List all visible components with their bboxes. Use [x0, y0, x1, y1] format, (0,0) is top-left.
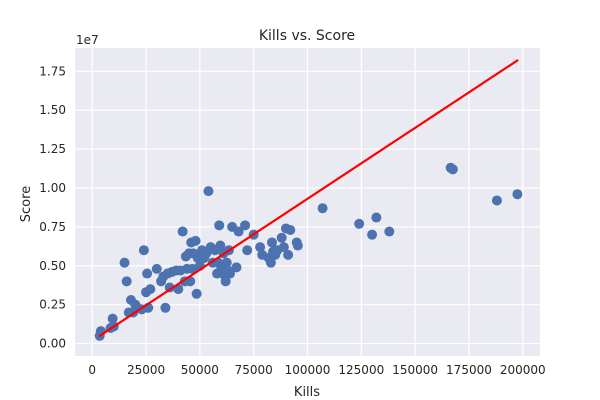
x-tick-label: 200000: [500, 363, 546, 377]
data-point: [231, 262, 242, 273]
data-point: [107, 313, 118, 324]
y-tick-label: 0.25: [39, 298, 66, 312]
data-point: [233, 226, 244, 237]
x-axis-label: Kills: [294, 385, 320, 400]
data-point: [214, 220, 225, 231]
data-point: [225, 268, 235, 279]
data-point: [367, 229, 378, 240]
data-point: [138, 245, 149, 256]
data-point: [215, 240, 226, 251]
x-tick-label: 75000: [235, 363, 273, 377]
data-point: [371, 212, 382, 223]
x-tick-label: 50000: [181, 363, 219, 377]
y-tick-label: 0.50: [39, 259, 66, 273]
data-point: [190, 235, 201, 246]
data-point: [266, 237, 277, 248]
data-point: [177, 226, 188, 237]
x-tick-label: 25000: [127, 363, 165, 377]
y-tick-label: 0.00: [39, 337, 66, 351]
data-point: [354, 218, 365, 229]
data-point: [242, 245, 253, 256]
data-point: [191, 288, 202, 299]
data-point: [142, 268, 153, 279]
x-tick-label: 0: [88, 363, 96, 377]
data-point: [221, 257, 232, 268]
data-point: [151, 263, 162, 274]
y-tick-label: 1.50: [39, 103, 66, 117]
y-tick-label: 1.75: [39, 64, 66, 78]
trend-line: [98, 59, 519, 337]
data-point: [187, 263, 198, 274]
data-point: [265, 257, 276, 268]
data-point: [240, 220, 251, 231]
data-point: [255, 242, 266, 253]
data-point: [203, 186, 214, 197]
data-point: [278, 242, 289, 253]
x-tick-label: 175000: [446, 363, 492, 377]
data-point: [121, 276, 132, 287]
y-tick-label: 0.75: [39, 220, 66, 234]
x-tick-label: 125000: [338, 363, 384, 377]
data-point: [276, 232, 287, 243]
x-tick-labels: 0 25000 50000 75000 100000 125000 150000 175000…: [88, 363, 545, 377]
data-point: [317, 203, 328, 214]
y-tick-labels: 0.00 0.25 0.50 0.75 1.00 1.25 1.50 1.75: [39, 64, 66, 350]
data-point: [119, 257, 130, 268]
data-point: [283, 249, 294, 260]
chart-title: Kills vs. Score: [259, 28, 355, 44]
y-offset-label: 1e7: [76, 33, 99, 47]
data-point: [160, 302, 171, 313]
x-tick-label: 150000: [392, 363, 438, 377]
y-tick-label: 1.00: [39, 181, 66, 195]
data-point: [145, 284, 156, 295]
grid: [75, 48, 540, 356]
data-point: [447, 164, 458, 175]
y-axis-label: Score: [19, 186, 34, 222]
data-point: [384, 226, 395, 237]
x-tick-label: 100000: [285, 363, 331, 377]
scatter-points: [94, 162, 523, 341]
y-tick-label: 1.25: [39, 142, 66, 156]
data-point: [491, 195, 502, 206]
data-point: [292, 240, 303, 251]
data-point: [512, 189, 523, 200]
trend-line-layer: [98, 59, 519, 337]
data-point: [220, 276, 231, 287]
data-point: [285, 225, 296, 235]
